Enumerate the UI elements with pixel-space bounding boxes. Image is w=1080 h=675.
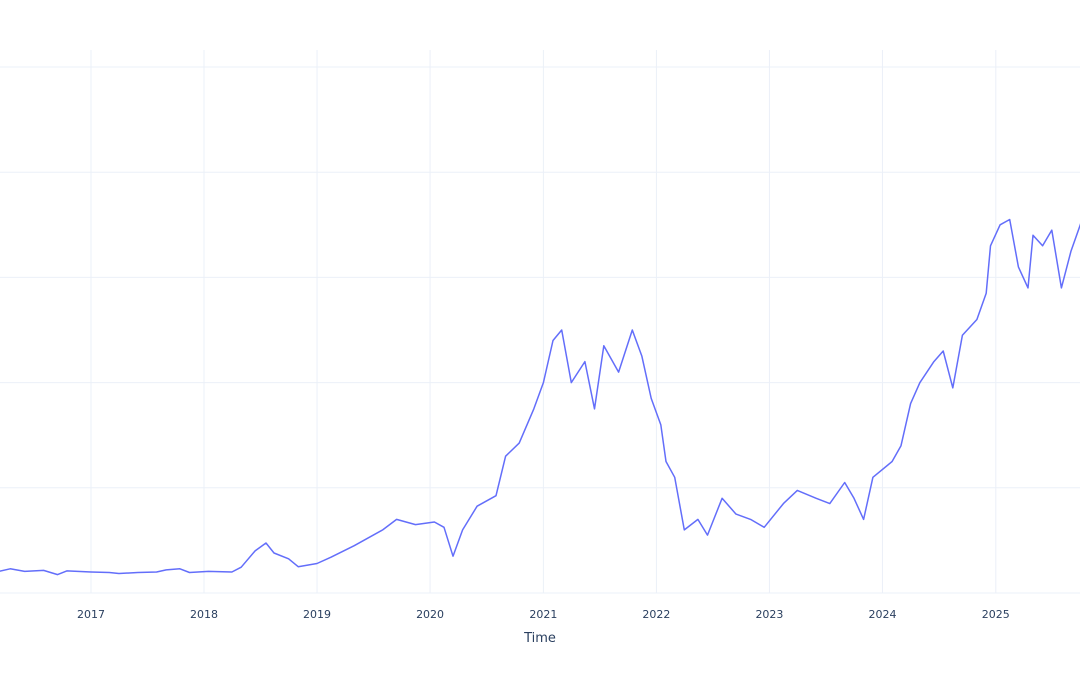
x-tick-label: 2020 [416, 608, 444, 621]
x-gridlines [90, 50, 997, 593]
x-tick-label: 2023 [755, 608, 783, 621]
x-tick-label: 2024 [868, 608, 896, 621]
price-series-line [0, 218, 1080, 576]
x-tick-label: 2025 [982, 608, 1010, 621]
x-tick-label: 2018 [190, 608, 218, 621]
x-axis-title: Time [523, 631, 556, 646]
x-tick-labels: 2017 2018 2019 2020 2021 2022 2023 2024 2025 [77, 608, 1010, 621]
x-tick-label: 2017 [77, 608, 105, 621]
x-tick-label: 2022 [642, 608, 670, 621]
x-tick-label: 2019 [303, 608, 331, 621]
x-tick-label: 2021 [529, 608, 557, 621]
y-gridlines [0, 66, 1080, 489]
